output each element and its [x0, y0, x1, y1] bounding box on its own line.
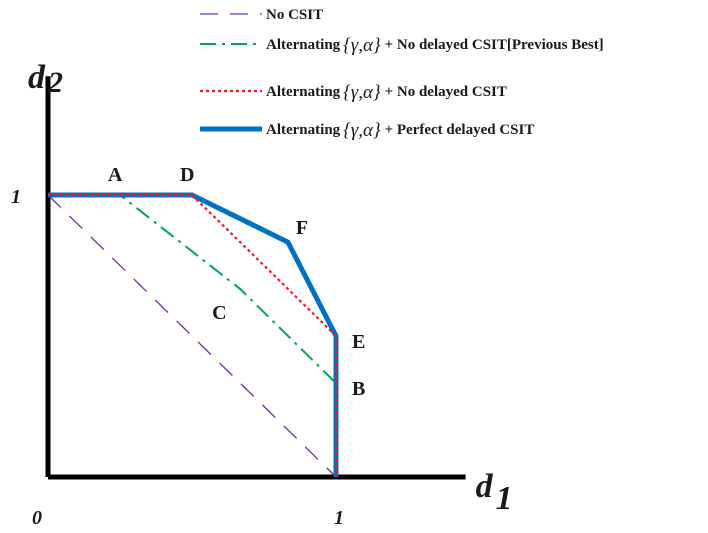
annotations: A D F C E B [108, 164, 365, 400]
legend-label-prefix-3: Alternating [266, 122, 341, 138]
legend-label-0: No CSIT [266, 7, 323, 23]
x-tick-label-1: 1 [334, 507, 344, 529]
legend-math-symbol-2: {γ,α} [343, 82, 381, 103]
legend-label-prefix-1: Alternating [266, 37, 341, 53]
point-label-c: C [212, 302, 226, 324]
point-label-f: F [296, 217, 308, 239]
point-label-d: D [180, 164, 194, 186]
legend-label-suffix-1: + No delayed CSIT[Previous Best] [385, 37, 604, 53]
legend-label-suffix-2: + No delayed CSIT [385, 84, 507, 100]
y-axis-label: d [28, 59, 46, 96]
legend-label-suffix-3: + Perfect delayed CSIT [385, 122, 535, 138]
x-axis-label: d [476, 468, 494, 505]
legend-math-symbol-1: {γ,α} [343, 35, 381, 56]
point-label-a: A [108, 164, 123, 186]
y-tick-label-1: 1 [11, 186, 21, 208]
point-label-e: E [352, 331, 365, 353]
legend-math-symbol-3: {γ,α} [343, 120, 381, 141]
x-axis-label-subscript: 1 [496, 480, 513, 517]
y-axis-label-subscript: 2 [47, 66, 63, 99]
axes: d 1d 20 11 [11, 59, 513, 529]
series-line-2 [48, 193, 338, 477]
point-label-b: B [352, 378, 365, 400]
series-group [47, 192, 339, 478]
series-line-0 [47, 194, 337, 478]
legend-label-prefix-2: Alternating [266, 84, 341, 100]
x-tick-label-0: 0 [32, 507, 42, 529]
